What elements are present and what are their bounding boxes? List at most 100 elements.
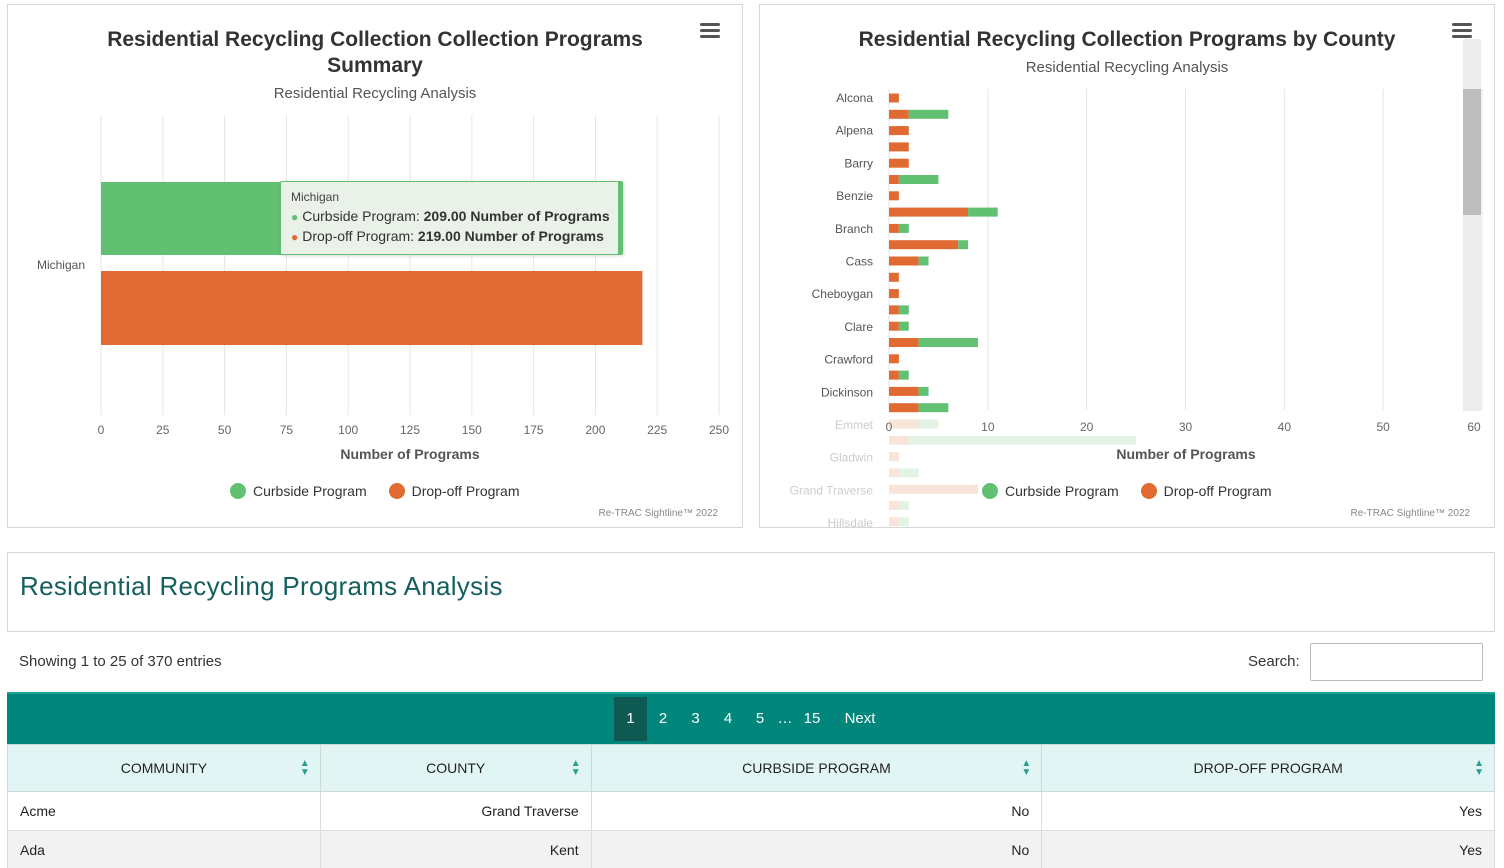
bar-dropoff	[889, 452, 899, 462]
legend-item-curbside[interactable]: Curbside Program	[230, 483, 367, 499]
table-row: Acme Grand Traverse No Yes	[7, 791, 1495, 831]
tooltip-row-curbside: ● Curbside Program: 209.00 Number of Prog…	[291, 207, 610, 227]
column-header-dropoff[interactable]: Drop-off Program ▲ ▼	[1041, 744, 1495, 792]
county-label: Dickinson	[821, 385, 873, 399]
search-label: Search:	[1248, 653, 1300, 670]
county-label: Alpena	[836, 124, 874, 138]
bar-dropoff	[889, 419, 919, 429]
green-bullet-icon: ●	[291, 210, 299, 224]
county-label: Cass	[846, 255, 873, 269]
bar-dropoff	[889, 272, 899, 282]
legend-label: Curbside Program	[1005, 483, 1119, 499]
county-label: Cheboygan	[812, 287, 873, 301]
chart-scrollbar-thumb[interactable]	[1463, 89, 1481, 215]
page-2[interactable]: 2	[658, 710, 668, 727]
page-15[interactable]: 15	[803, 710, 821, 727]
x-tick-label: 30	[1179, 420, 1193, 434]
county-chart-panel: Residential Recycling Collection Program…	[759, 4, 1495, 528]
cell-dropoff: Yes	[1041, 830, 1495, 868]
tooltip-label: Drop-off Program:	[302, 228, 415, 244]
column-header-curbside[interactable]: Curbside Program ▲ ▼	[590, 744, 1043, 792]
legend-label: Curbside Program	[253, 483, 367, 499]
cell-curbside: No	[590, 791, 1043, 831]
bar-curbside	[898, 370, 909, 380]
legend-item-dropoff[interactable]: Drop-off Program	[388, 483, 520, 499]
sort-arrows-icon[interactable]: ▲ ▼	[299, 758, 310, 778]
chart-title: Residential Recycling Collection Collect…	[107, 28, 643, 77]
x-tick-label: 40	[1278, 420, 1292, 434]
summary-chart-panel: Residential Recycling Collection Collect…	[7, 4, 743, 528]
legend-dot-icon	[1140, 483, 1157, 499]
x-tick-label: 10	[981, 420, 995, 434]
bar-dropoff	[889, 354, 899, 364]
bar-dropoff	[889, 321, 899, 331]
x-axis-title: Number of Programs	[1116, 446, 1255, 462]
bar-dropoff	[889, 403, 919, 413]
x-tick-label: 50	[1376, 420, 1390, 434]
hamburger-menu-icon[interactable]	[700, 23, 720, 39]
county-label: Branch	[835, 222, 873, 236]
column-header-county[interactable]: County ▲ ▼	[319, 744, 592, 792]
bar-dropoff	[889, 158, 909, 168]
bar-curbside	[958, 240, 969, 250]
bar-dropoff	[889, 468, 899, 478]
cell-county: Grand Traverse	[319, 791, 592, 831]
header-label: County	[426, 760, 486, 776]
bar-curbside	[898, 223, 909, 233]
chart-credit[interactable]: Re-TRAC Sightline™ 2022	[598, 508, 719, 519]
chart-subtitle: Residential Recycling Analysis	[1025, 59, 1229, 76]
bar-curbside	[908, 109, 949, 119]
page-4[interactable]: 4	[723, 710, 733, 727]
x-tick-label: 75	[280, 423, 294, 437]
bar-dropoff	[889, 191, 899, 201]
bar-curbside	[898, 175, 939, 184]
county-label: Emmet	[835, 418, 874, 432]
page-3[interactable]: 3	[691, 710, 700, 727]
x-tick-label: 0	[886, 420, 893, 434]
bar-dropoff	[889, 484, 978, 494]
sort-arrows-icon[interactable]: ▲ ▼	[1021, 758, 1032, 778]
programs-table: Community ▲ ▼ County ▲ ▼ Curbside Program ▲ ▼ …	[7, 744, 1495, 868]
header-label: Community	[120, 760, 208, 776]
chart-credit[interactable]: Re-TRAC Sightline™ 2022	[1350, 508, 1471, 519]
sort-arrows-icon[interactable]: ▲ ▼	[570, 758, 581, 778]
sort-arrows-icon[interactable]: ▲ ▼	[1474, 758, 1484, 778]
legend-dot-icon	[982, 483, 998, 499]
bar-dropoff	[889, 142, 909, 152]
county-label: Benzie	[836, 189, 873, 203]
bar-dropoff	[889, 256, 919, 266]
page-1[interactable]: 1	[614, 697, 647, 741]
next-page-button[interactable]: Next	[844, 710, 876, 727]
x-tick-label: 225	[647, 423, 667, 437]
column-header-community[interactable]: Community ▲ ▼	[7, 744, 321, 792]
bar-curbside	[968, 207, 998, 217]
chart-tooltip: Michigan ● Curbside Program: 209.00 Numbe…	[280, 181, 623, 255]
search-input[interactable]	[1310, 643, 1483, 681]
x-axis-title: Number of Programs	[340, 446, 479, 462]
cell-community: Acme	[7, 791, 321, 831]
section-title: Residential Recycling Programs Analysis	[20, 571, 503, 601]
bar-curbside	[898, 321, 909, 331]
chart-legend: Curbside Program Drop-off Program	[230, 483, 542, 499]
bar-curbside	[908, 435, 1137, 445]
legend-item-curbside[interactable]: Curbside Program	[982, 483, 1119, 499]
bar-dropoff	[889, 223, 899, 233]
bar-dropoff	[889, 338, 919, 347]
legend-dot-icon	[388, 483, 405, 499]
page-5[interactable]: 5	[755, 710, 765, 727]
chart-title: Residential Recycling Collection Program…	[858, 28, 1396, 51]
tooltip-label: Curbside Program:	[302, 208, 420, 224]
hamburger-menu-icon[interactable]	[1452, 23, 1472, 39]
bar-dropoff	[889, 109, 909, 119]
legend-item-dropoff[interactable]: Drop-off Program	[1140, 483, 1272, 499]
chart-subtitle: Residential Recycling Analysis	[273, 85, 477, 102]
cell-county: Kent	[319, 830, 592, 868]
page-ellipsis: …	[777, 710, 793, 727]
bar-curbside	[918, 386, 929, 396]
chart-legend: Curbside Program Drop-off Program	[982, 483, 1294, 499]
county-label: Gladwin	[830, 451, 873, 465]
header-label: Drop-off Program	[1193, 760, 1343, 776]
bar-dropoff	[101, 271, 643, 345]
table-row: Ada Kent No Yes	[7, 830, 1495, 868]
bar-dropoff	[889, 126, 909, 136]
